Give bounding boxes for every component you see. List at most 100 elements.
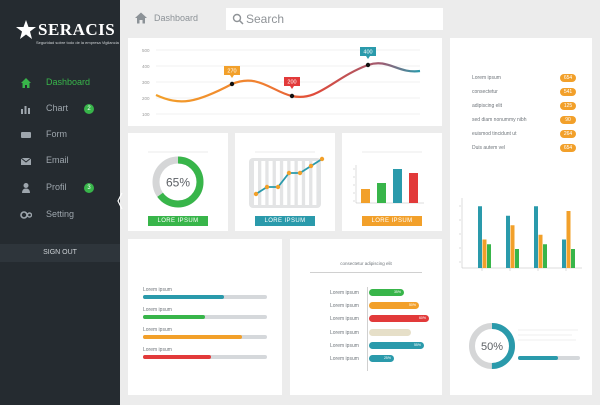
hbar-label: Lorem ipsum	[330, 290, 359, 296]
callout-pointer	[230, 75, 234, 78]
bar-chart-icon	[21, 106, 30, 114]
sign-out-button[interactable]: SIGN OUT	[0, 244, 120, 262]
stat-value-badge: 264	[560, 130, 576, 138]
bar	[377, 183, 386, 203]
bar	[534, 206, 538, 268]
sidebar: SERACIS Seguridad sobre todo de la empre…	[0, 0, 120, 405]
lore-ipsum-button[interactable]: LORE IPSUM	[148, 216, 208, 226]
data-point	[286, 170, 292, 176]
search-input[interactable]	[246, 10, 436, 28]
bar	[543, 244, 547, 268]
bar	[571, 249, 575, 268]
brand-name: SERACIS	[38, 20, 116, 39]
form-icon	[21, 132, 31, 138]
progress-fill	[143, 355, 212, 359]
data-point[interactable]	[365, 62, 371, 68]
value-callout	[360, 47, 376, 56]
value-callout	[224, 66, 240, 75]
column-stripe	[290, 161, 295, 205]
hbar	[369, 328, 411, 336]
hbar-label: Lorem ipsum	[330, 356, 359, 362]
hbar-title: consectetur adipiscing elit	[340, 261, 392, 266]
progress-track	[143, 315, 267, 319]
hbar-label: Lorem ipsum	[330, 303, 359, 310]
sidebar-item-profil[interactable]: Profil 3	[0, 178, 120, 198]
stat-value-badge: 90	[560, 116, 576, 124]
data-point	[297, 170, 303, 176]
hbar: 25%	[369, 355, 394, 362]
progress-label: Lorem ipsum	[143, 347, 172, 353]
sidebar-item-label: Setting	[46, 209, 75, 219]
column-stripe	[305, 161, 310, 205]
column-stripe	[275, 161, 280, 205]
data-point[interactable]	[229, 81, 235, 87]
lore-ipsum-button[interactable]: LORE IPSUM	[362, 216, 422, 226]
sidebar-item-label: Email	[46, 155, 69, 165]
progress-fill	[143, 315, 205, 319]
progress-label: Lorem ipsum	[143, 307, 172, 313]
data-point	[264, 184, 270, 190]
hbar-label: Lorem ipsum	[330, 342, 359, 349]
bar	[409, 173, 418, 203]
line-chart-card: 500 400 300 200 100 270 200 400	[128, 38, 442, 126]
stat-label: sed diam nonummy nibh	[472, 117, 527, 123]
stat-value-badge: 654	[560, 74, 576, 82]
bar	[515, 249, 519, 268]
hbar-label: Lorem ipsum	[330, 316, 359, 323]
progress-track	[143, 355, 267, 359]
top-bar: Dashboard	[120, 0, 600, 37]
sidebar-item-email[interactable]: Email	[0, 151, 120, 171]
donut-card: 65% LORE IPSUM	[128, 133, 228, 231]
stat-label: adipiscing elit	[472, 103, 503, 109]
sidebar-item-dashboard[interactable]: Dashboard	[0, 73, 120, 93]
progress-fill	[143, 335, 243, 339]
stat-value-badge: 541	[560, 88, 576, 96]
breadcrumb[interactable]: Dashboard	[154, 13, 199, 23]
callout-value: 270	[227, 69, 236, 75]
mini-line-card: LORE IPSUM	[235, 133, 335, 231]
bar	[562, 239, 566, 268]
lore-ipsum-button[interactable]: LORE IPSUM	[255, 216, 315, 226]
hbar: 50%	[369, 302, 419, 310]
horizontal-bar-card: consectetur adipiscing elit Lorem ipsum 3…	[290, 239, 442, 395]
progress-track	[143, 335, 267, 339]
progress-label: Lorem ipsum	[143, 327, 172, 333]
bar	[510, 225, 515, 268]
bar	[506, 215, 510, 268]
sidebar-item-label: Form	[46, 129, 67, 139]
bar	[487, 244, 491, 268]
bar	[482, 239, 487, 268]
value-callout	[284, 77, 300, 86]
home-icon	[21, 78, 31, 88]
hbar: 55%	[369, 341, 424, 349]
search-box[interactable]	[226, 8, 443, 30]
y-tick-label: 100	[142, 112, 150, 117]
sidebar-item-chart[interactable]: Chart 2	[0, 99, 120, 119]
column-stripe	[283, 161, 288, 205]
bar	[393, 169, 402, 203]
sidebar-item-label: Profil	[46, 182, 67, 192]
bar	[538, 234, 543, 268]
stat-label: euismod tincidunt ut	[472, 131, 517, 137]
sidebar-collapse-arrow[interactable]	[116, 183, 128, 219]
mini-line-chart	[249, 151, 325, 208]
chart-count-badge: 2	[84, 104, 94, 114]
sidebar-item-form[interactable]: Form	[0, 125, 120, 145]
column-stripe	[268, 161, 273, 205]
bar	[478, 206, 482, 268]
callout-value: 400	[363, 50, 372, 56]
hbar: 35%	[369, 289, 404, 296]
user-icon	[22, 183, 30, 193]
data-point	[308, 163, 314, 169]
line-chart: 500 400 300 200 100 270 200 400	[142, 47, 421, 117]
home-icon[interactable]	[134, 11, 148, 25]
donut-percent: 50%	[481, 341, 503, 353]
sidebar-item-setting[interactable]: Setting	[0, 205, 120, 225]
y-tick-label: 400	[142, 64, 150, 69]
stat-label: consectetur	[472, 89, 498, 95]
grouped-bar-chart: 50%	[459, 198, 582, 369]
right-stats-card: 50% Lorem ipsum 654 consectetur 541 adipisci…	[450, 38, 592, 395]
data-point[interactable]	[289, 93, 295, 99]
column-stripe	[254, 161, 258, 205]
column-stripe	[297, 161, 302, 205]
